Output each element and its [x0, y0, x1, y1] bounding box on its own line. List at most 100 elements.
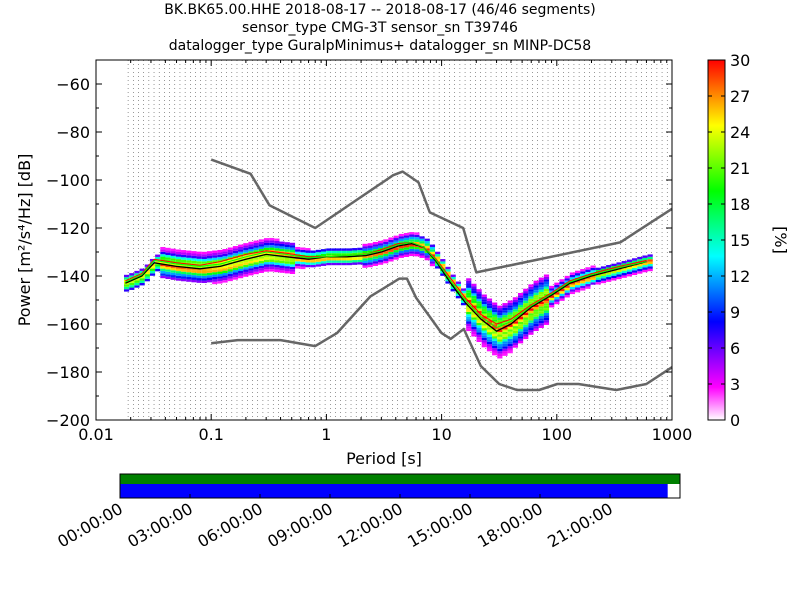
psd-cell	[279, 270, 285, 273]
psd-cell	[186, 269, 192, 273]
psd-cell	[238, 261, 244, 264]
psd-cell	[206, 279, 213, 283]
psd-cell	[289, 247, 296, 250]
psd-cell	[243, 274, 249, 277]
psd-cell	[502, 317, 508, 320]
psd-cell	[196, 256, 202, 259]
psd-cell	[497, 305, 503, 309]
psd-cell	[227, 264, 233, 267]
psd-cell	[606, 274, 612, 278]
psd-cell	[409, 248, 415, 252]
psd-cell	[315, 249, 321, 253]
psd-cell	[512, 335, 518, 339]
psd-cell	[512, 314, 518, 317]
psd-cell	[543, 300, 550, 304]
psd-cell	[181, 278, 187, 282]
psd-cell	[346, 262, 353, 266]
psd-cell	[471, 317, 477, 320]
psd-cell	[243, 250, 249, 253]
psd-cell	[569, 286, 576, 290]
psd-cell	[175, 263, 182, 267]
psd-cell	[139, 280, 145, 284]
psd-cell	[497, 339, 503, 342]
psd-cell	[206, 267, 213, 271]
psd-cell	[232, 270, 239, 273]
psd-cell	[533, 328, 539, 332]
psd-cell	[222, 272, 228, 276]
psd-cell	[206, 253, 213, 256]
psd-cell	[186, 264, 192, 268]
psd-cell	[372, 256, 379, 259]
psd-cell	[450, 277, 456, 280]
psd-cell	[269, 261, 275, 265]
psd-cell	[232, 253, 239, 256]
psd-cell	[139, 271, 145, 274]
psd-cell	[222, 265, 228, 269]
psd-cell	[243, 269, 249, 272]
psd-cell	[523, 288, 529, 292]
psd-cell	[460, 300, 467, 303]
psd-cell	[186, 267, 192, 270]
psd-cell	[471, 302, 477, 306]
psd-cell	[289, 259, 296, 262]
psd-cell	[486, 329, 493, 333]
psd-cell	[201, 263, 207, 267]
psd-cell	[352, 257, 358, 261]
psd-cell	[585, 276, 591, 280]
psd-cell	[383, 260, 389, 264]
psd-cell	[450, 281, 456, 285]
psd-cell	[284, 261, 290, 264]
psd-cell	[450, 274, 456, 278]
psd-cell	[538, 320, 544, 324]
psd-cell	[569, 284, 576, 287]
psd-cell	[248, 244, 254, 247]
psd-cell	[460, 290, 467, 294]
psd-cell	[569, 277, 576, 280]
psd-cell	[466, 278, 472, 281]
psd-cell	[559, 298, 565, 301]
psd-cell	[186, 279, 192, 282]
psd-cell	[362, 265, 368, 268]
psd-cell	[414, 234, 420, 238]
psd-cell	[538, 325, 544, 328]
psd-cell	[486, 344, 493, 347]
psd-cell	[248, 258, 254, 262]
psd-cell	[507, 324, 513, 327]
psd-cell	[632, 270, 638, 273]
psd-cell	[476, 291, 482, 295]
psd-cell	[595, 270, 601, 273]
psd-cell	[585, 284, 591, 287]
psd-cell	[305, 250, 311, 253]
psd-cell	[243, 245, 249, 248]
psd-cell	[476, 337, 482, 340]
psd-cell	[517, 292, 524, 296]
psd-cell	[466, 319, 472, 322]
psd-cell	[497, 353, 503, 357]
psd-cell	[580, 268, 586, 272]
psd-cell	[538, 313, 544, 316]
psd-cell	[238, 263, 244, 267]
psd-cell	[559, 296, 565, 299]
psd-cell	[393, 240, 399, 243]
psd-cell	[263, 252, 270, 255]
psd-cell	[507, 319, 513, 323]
psd-cell	[341, 253, 347, 256]
psd-cell	[595, 282, 601, 285]
psd-cell	[253, 247, 259, 251]
psd-cell	[429, 258, 436, 262]
median-line	[125, 241, 647, 329]
psd-cell	[471, 293, 477, 296]
psd-cell	[149, 268, 156, 271]
psd-cell	[476, 339, 482, 343]
psd-cell	[186, 260, 192, 263]
psd-cell	[279, 258, 285, 261]
psd-cell	[165, 257, 171, 260]
psd-cell	[181, 250, 187, 253]
psd-cell	[460, 295, 467, 299]
psd-cell	[538, 296, 544, 300]
psd-cell	[372, 253, 379, 257]
psd-cell	[284, 263, 290, 267]
psd-cell	[315, 264, 321, 267]
psd-cell	[543, 317, 550, 321]
psd-cell	[258, 270, 264, 273]
